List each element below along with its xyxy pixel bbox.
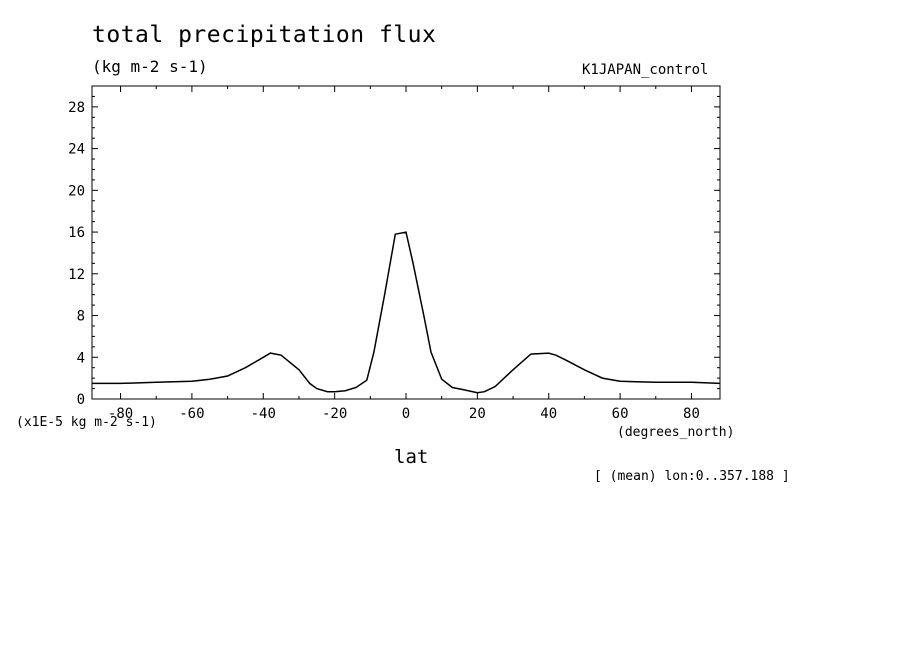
plot-frame [91, 85, 721, 400]
y-tick-label: 28 [68, 100, 85, 116]
x-tick-label: 60 [612, 406, 629, 422]
y-tick-label: 20 [68, 183, 85, 199]
y-tick-label: 12 [68, 267, 85, 283]
axis-ticks [92, 86, 720, 400]
x-tick-label: 40 [540, 406, 557, 422]
series-line [92, 231, 721, 394]
series-layer [92, 231, 721, 394]
x-tick-label: 80 [683, 406, 700, 422]
x-tick-label: -40 [251, 406, 276, 422]
x-tick-label: 20 [469, 406, 486, 422]
y-tick-label: 24 [68, 142, 85, 158]
y-tick-label: 0 [77, 392, 85, 408]
chart-title: total precipitation flux [92, 22, 437, 48]
x-tick-label: 0 [402, 406, 410, 422]
averaging-note: [ (mean) lon:0..357.188 ] [594, 469, 790, 484]
y-axis-units-label: (x1E-5 kg m-2 s-1) [16, 415, 157, 430]
x-tick-label: -80 [108, 406, 133, 422]
y-tick-label: 16 [68, 225, 85, 241]
y-tick-label: 4 [77, 350, 85, 366]
case-name-label: K1JAPAN_control [582, 62, 709, 78]
x-axis-units-label: (degrees_north) [617, 425, 735, 440]
x-axis-label: lat [394, 446, 429, 468]
x-tick-label: -60 [179, 406, 204, 422]
x-tick-label: -20 [322, 406, 347, 422]
chart-subtitle-units: (kg m-2 s-1) [92, 57, 208, 76]
y-tick-label: 8 [77, 309, 85, 325]
axis-tick-labels: -80 -60 -40 -20 0 20 40 60 80 0 4 8 12 16 20 24 28 [68, 100, 700, 422]
